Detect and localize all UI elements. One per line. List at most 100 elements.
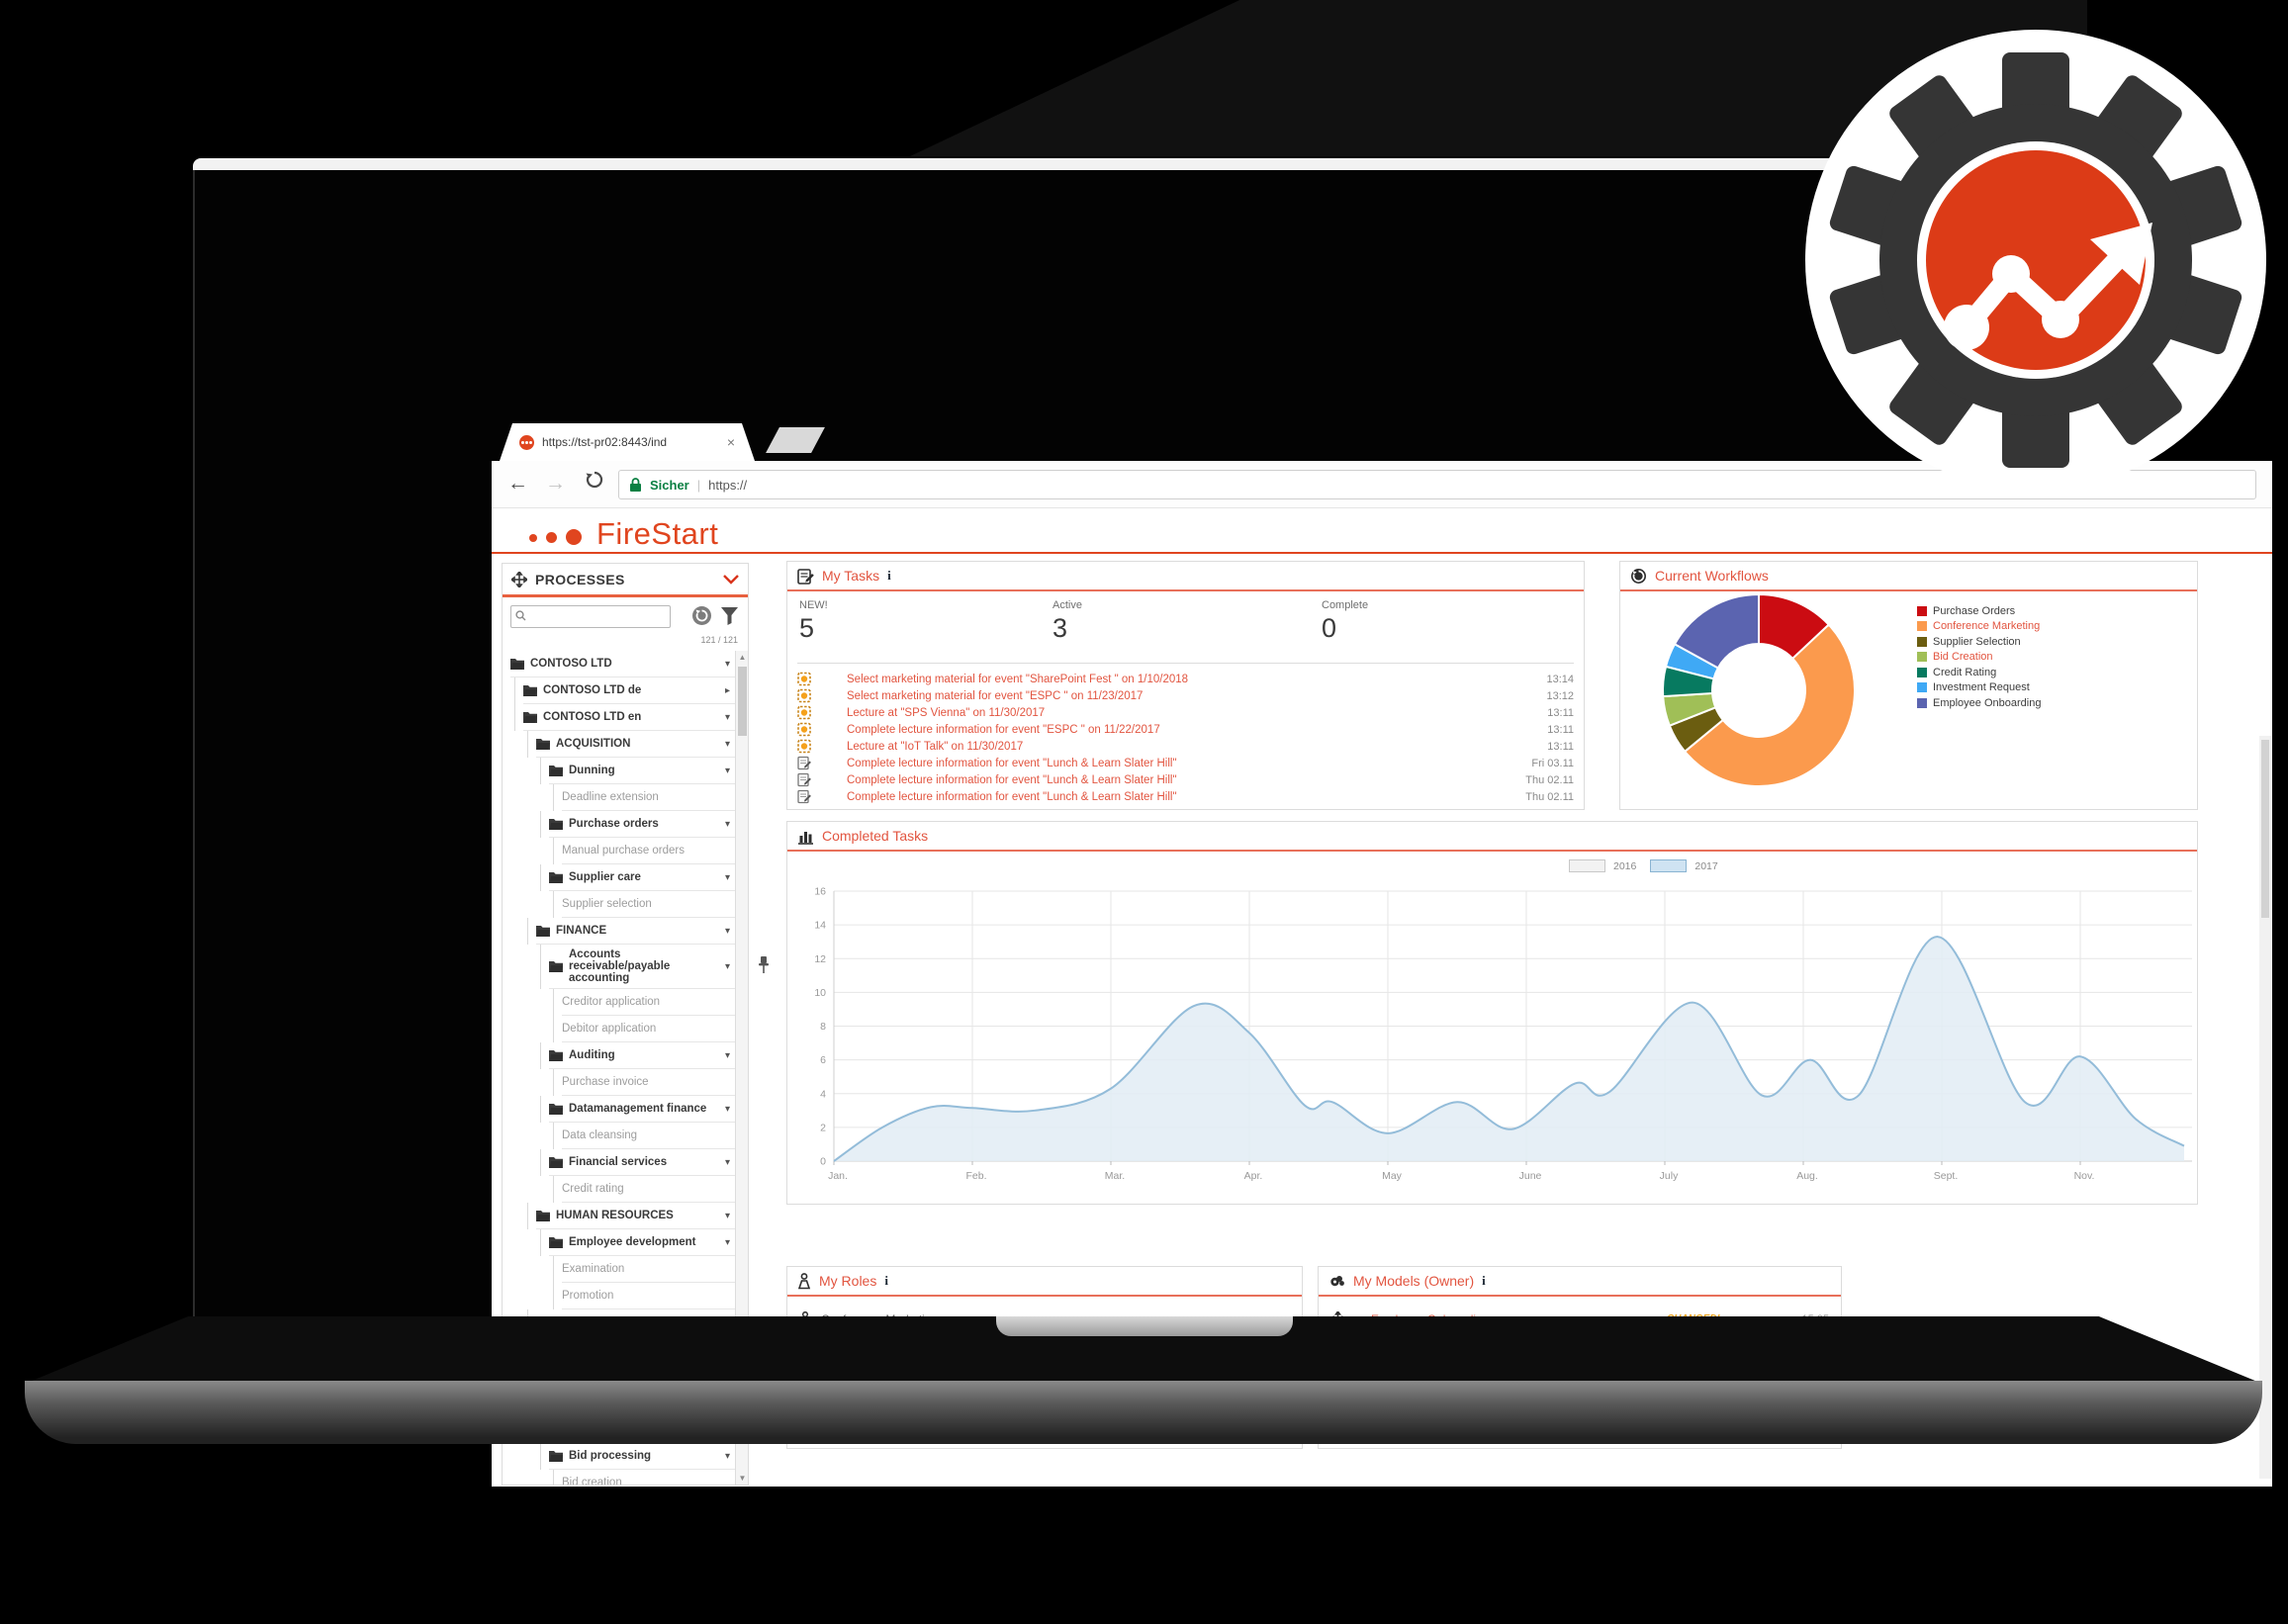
tree-folder-row[interactable]: Supplier care ▾ [503, 864, 736, 891]
chevron-down-icon[interactable]: ▾ [724, 818, 730, 830]
tree-folder-row[interactable]: Bid processing ▾ [503, 1443, 736, 1470]
tree-folder-row[interactable]: CONTOSO LTD ▾ [503, 651, 736, 677]
forward-icon[interactable]: → [545, 472, 566, 495]
chevron-down-icon[interactable]: ▾ [724, 1103, 730, 1115]
task-row[interactable]: Lecture at "SPS Vienna" on 11/30/2017 13… [797, 704, 1574, 721]
legend-item[interactable]: Purchase Orders [1917, 603, 2041, 619]
task-row[interactable]: Lecture at "IoT Talk" on 11/30/2017 13:1… [797, 738, 1574, 755]
year-legend-swatch[interactable] [1650, 859, 1688, 872]
filter-icon[interactable] [720, 605, 739, 626]
tree-leaf-row[interactable]: Data cleansing [503, 1123, 736, 1149]
tree-leaf-row[interactable]: Promotion [503, 1283, 736, 1309]
chevron-down-icon[interactable]: ▾ [724, 1156, 730, 1168]
tree-folder-row[interactable]: Financial services ▾ [503, 1149, 736, 1176]
scroll-up-icon[interactable]: ▲ [738, 653, 747, 662]
sidebar-scrollbar[interactable]: ▲ ▼ [735, 651, 748, 1485]
tree-leaf-row[interactable]: Supplier selection [503, 891, 736, 918]
lock-icon [629, 477, 642, 493]
tree-leaf-row[interactable]: Purchase invoice [503, 1069, 736, 1096]
browser-tab[interactable]: https://tst-pr02:8443/ind × [500, 423, 755, 461]
panel-title: Completed Tasks [822, 828, 929, 844]
tree-folder-row[interactable]: Accounts receivable/payable accounting ▾ [503, 945, 736, 989]
task-row[interactable]: Select marketing material for event "Sha… [797, 671, 1574, 687]
task-title: Complete lecture information for event "… [847, 757, 1177, 769]
donut-slice[interactable] [1683, 623, 1856, 787]
legend-item[interactable]: Employee Onboarding [1917, 695, 2041, 711]
stat-label: Complete [1322, 599, 1369, 611]
chevron-down-icon[interactable]: ▾ [724, 1236, 730, 1248]
tree-guide-line [553, 838, 554, 864]
info-icon[interactable]: i [884, 1273, 888, 1288]
bar-chart-icon [797, 828, 814, 845]
tree-folder-row[interactable]: Dunning ▾ [503, 758, 736, 784]
svg-text:12: 12 [814, 953, 826, 965]
info-icon[interactable]: i [1482, 1273, 1486, 1288]
chevron-down-icon[interactable]: ▾ [724, 1049, 730, 1061]
new-task-icon [797, 705, 811, 720]
tree-leaf-row[interactable]: Examination [503, 1256, 736, 1283]
legend-item[interactable]: Supplier Selection [1917, 634, 2041, 650]
tree-folder-row[interactable]: FINANCE ▾ [503, 918, 736, 945]
my-tasks-header: My Tasks i [787, 562, 1584, 591]
legend-item[interactable]: Credit Rating [1917, 665, 2041, 680]
legend-item[interactable]: Investment Request [1917, 680, 2041, 696]
tree-leaf-row[interactable]: Deadline extension [503, 784, 736, 811]
back-icon[interactable]: ← [507, 472, 528, 495]
url-text: https:// [708, 477, 748, 493]
tree-folder-row[interactable]: Purchase orders ▾ [503, 811, 736, 838]
tree-guide-line [553, 1283, 554, 1309]
chevron-down-icon[interactable]: ▾ [724, 765, 730, 776]
tree-folder-row[interactable]: ACQUISITION ▾ [503, 731, 736, 758]
page-scrollbar[interactable] [2259, 736, 2271, 1479]
chevron-down-icon[interactable]: ▾ [724, 1210, 730, 1221]
reload-icon[interactable] [585, 470, 604, 490]
omnibox-separator: | [696, 477, 701, 493]
tree-folder-row[interactable]: HUMAN RESOURCES ▾ [503, 1203, 736, 1229]
task-row[interactable]: Complete lecture information for event "… [797, 755, 1574, 771]
tree-folder-row[interactable]: CONTOSO LTD en ▾ [503, 704, 736, 731]
donut-slice[interactable] [1673, 592, 1760, 670]
tree-folder-row[interactable]: Datamanagement finance ▾ [503, 1096, 736, 1123]
task-row[interactable]: Complete lecture information for event "… [797, 771, 1574, 788]
tree-leaf-row[interactable]: Credit rating [503, 1176, 736, 1203]
tree-leaf-row[interactable]: Manual purchase orders [503, 838, 736, 864]
logo-dot-icon [529, 534, 537, 542]
scrollbar-thumb[interactable] [738, 667, 747, 736]
scrollbar-thumb[interactable] [2261, 740, 2269, 918]
task-time: 13:14 [1546, 673, 1574, 685]
folder-icon [510, 658, 524, 670]
tree-leaf-row[interactable]: Creditor application [503, 989, 736, 1016]
legend-item[interactable]: Conference Marketing [1917, 619, 2041, 635]
task-row[interactable]: Select marketing material for event "ESP… [797, 687, 1574, 704]
chevron-down-icon[interactable]: ▾ [724, 658, 730, 670]
chevron-right-icon[interactable]: ▸ [724, 684, 730, 696]
chevron-down-icon[interactable]: ▾ [724, 1450, 730, 1462]
chevron-down-icon[interactable]: ▾ [724, 871, 730, 883]
scroll-down-icon[interactable]: ▼ [738, 1474, 747, 1483]
search-input[interactable] [510, 605, 671, 628]
chevron-down-icon[interactable]: ▾ [724, 711, 730, 723]
tree-guide-line [553, 891, 554, 918]
task-time: Fri 03.11 [1531, 757, 1574, 769]
refresh-icon[interactable] [691, 605, 712, 626]
splitter-pin-icon[interactable] [757, 955, 771, 975]
chevron-down-icon[interactable]: ▾ [724, 960, 730, 972]
year-legend-swatch[interactable] [1569, 859, 1605, 872]
legend-item[interactable]: Bid Creation [1917, 650, 2041, 666]
tree-folder-row[interactable]: Employee development ▾ [503, 1229, 736, 1256]
info-icon[interactable]: i [887, 568, 891, 583]
chevron-down-icon[interactable]: ▾ [724, 925, 730, 937]
chevron-down-icon[interactable]: ▾ [724, 738, 730, 750]
processes-header[interactable]: PROCESSES [503, 564, 748, 597]
svg-text:2: 2 [820, 1122, 826, 1133]
tree-folder-row[interactable]: Auditing ▾ [503, 1042, 736, 1069]
task-row[interactable]: Complete lecture information for event "… [797, 788, 1574, 805]
tab-close-icon[interactable]: × [726, 434, 735, 450]
tree-folder-row[interactable]: CONTOSO LTD de ▸ [503, 677, 736, 704]
tree-leaf-row[interactable]: Bid creation [503, 1470, 736, 1485]
tree-guide-line [540, 1096, 541, 1123]
tree-leaf-row[interactable]: Debitor application [503, 1016, 736, 1042]
collapse-chevron-icon[interactable] [723, 574, 739, 585]
task-row[interactable]: Complete lecture information for event "… [797, 721, 1574, 738]
new-tab-button[interactable] [766, 427, 825, 453]
